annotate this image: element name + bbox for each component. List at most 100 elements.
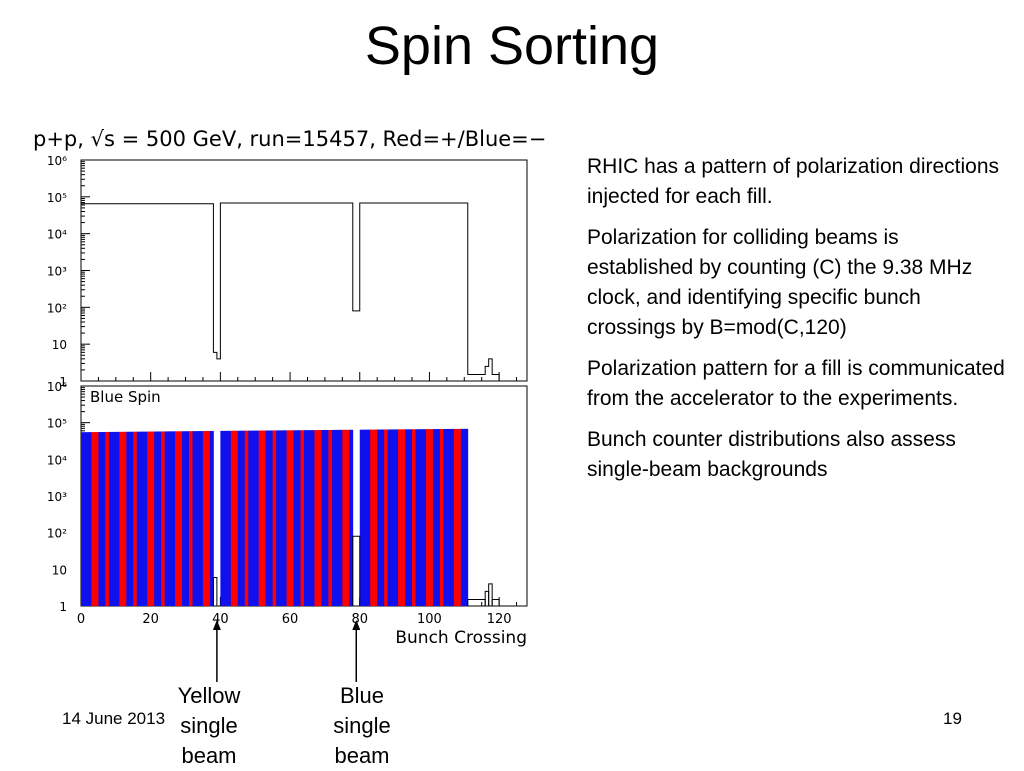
plot-header: p+p, √s = 500 GeV, run=15457, Red=+/Blue… bbox=[33, 127, 547, 151]
bunch-bar bbox=[345, 429, 350, 606]
bunch-bar bbox=[307, 430, 312, 606]
bunch-bar bbox=[387, 429, 392, 606]
gap-step bbox=[212, 576, 218, 606]
bunch-bar bbox=[164, 431, 169, 606]
y-tick-label: 10⁴ bbox=[47, 453, 67, 467]
blue-arrow bbox=[352, 620, 361, 682]
bullet-item: Polarization pattern for a fill is commu… bbox=[587, 357, 1005, 410]
arrow-head bbox=[352, 620, 361, 630]
x-tick-label: 0 bbox=[77, 612, 85, 627]
y-tick-label: 10 bbox=[52, 338, 67, 352]
bunch-bar bbox=[94, 432, 99, 606]
bunch-bar bbox=[206, 431, 211, 606]
bunch-bar bbox=[227, 430, 232, 606]
bunch-bar bbox=[81, 432, 85, 606]
bunch-bar bbox=[349, 429, 354, 606]
bunch-bar bbox=[432, 429, 437, 606]
histogram-line bbox=[80, 202, 500, 381]
bunch-bar bbox=[101, 431, 106, 606]
bunch-bar bbox=[317, 430, 322, 606]
bunch-bar bbox=[199, 431, 204, 606]
bullet-list: RHIC has a pattern of polarization direc… bbox=[587, 152, 1007, 496]
bunch-bar bbox=[119, 431, 124, 606]
bunch-bar bbox=[112, 431, 117, 606]
bunch-bar bbox=[405, 429, 409, 606]
bunch-bar bbox=[460, 428, 465, 606]
bunch-bar bbox=[398, 429, 402, 606]
bunch-bar bbox=[415, 429, 420, 606]
bunch-bar bbox=[241, 430, 246, 606]
bunch-bar bbox=[234, 430, 239, 606]
bunch-bar bbox=[401, 429, 406, 606]
bunch-bar bbox=[143, 431, 148, 606]
gap-step bbox=[352, 535, 361, 606]
bunch-bar bbox=[269, 430, 274, 606]
bunch-bar bbox=[366, 429, 371, 606]
bunch-bar bbox=[328, 429, 333, 606]
bunch-bar bbox=[412, 429, 416, 606]
bunch-bar bbox=[255, 430, 260, 606]
total-counts-panel: 1 10 10² 10³ 10⁴ 10⁵ 10⁶ bbox=[47, 154, 528, 389]
bunch-bar bbox=[380, 429, 385, 606]
gap-step bbox=[484, 590, 490, 606]
x-tick-label: 120 bbox=[487, 612, 512, 627]
bunch-bar bbox=[223, 430, 228, 606]
bunch-bar bbox=[314, 430, 319, 606]
bunch-bar bbox=[147, 431, 152, 606]
bunch-bar bbox=[321, 430, 326, 606]
bunch-bar bbox=[363, 429, 368, 606]
y-tick-label: 10 bbox=[52, 563, 67, 577]
bunch-bar bbox=[220, 430, 225, 606]
bunch-bar bbox=[279, 430, 284, 606]
y-tick-label: 10⁶ bbox=[47, 154, 67, 168]
bunch-bar bbox=[342, 429, 347, 606]
bunch-bar bbox=[443, 429, 448, 606]
bunch-bar bbox=[126, 431, 131, 606]
bunch-bar bbox=[290, 430, 294, 606]
bunch-bar bbox=[154, 431, 159, 606]
bunch-bar bbox=[115, 431, 120, 606]
bunch-bar bbox=[98, 432, 103, 606]
bunch-bar bbox=[439, 429, 444, 606]
bunch-bar bbox=[324, 429, 329, 606]
bunch-bar bbox=[304, 430, 308, 606]
bunch-bar bbox=[464, 428, 469, 606]
bunch-bar bbox=[359, 429, 364, 606]
bunch-bar bbox=[136, 431, 141, 606]
y-tick-label: 1 bbox=[59, 375, 67, 389]
bunch-bar bbox=[237, 430, 242, 606]
bunch-bar bbox=[168, 431, 172, 606]
x-tick-label: 80 bbox=[351, 612, 368, 627]
bunch-bar bbox=[244, 430, 249, 606]
bunch-bar bbox=[331, 429, 336, 606]
blue-spin-panel: 1 10 10² 10³ 10⁴ 10⁵ 10⁶ 0 20 40 60 80 100 120 Blue Sp… bbox=[47, 380, 528, 648]
bunch-bar bbox=[161, 431, 166, 606]
x-tick-label: 100 bbox=[417, 612, 442, 627]
y-tick-label: 10³ bbox=[47, 265, 67, 279]
plot-frame bbox=[80, 159, 528, 382]
bunch-bar bbox=[450, 428, 455, 606]
bunch-bar bbox=[453, 428, 458, 606]
bunch-bar bbox=[335, 429, 340, 606]
bunch-bar bbox=[108, 431, 113, 606]
y-tick-label: 10² bbox=[47, 527, 67, 541]
bunch-bar bbox=[192, 431, 197, 606]
x-tick-label: 60 bbox=[282, 612, 299, 627]
arrow-head bbox=[212, 620, 221, 630]
bunch-bar bbox=[140, 431, 145, 606]
x-tick-label: 40 bbox=[212, 612, 229, 627]
bunch-bar bbox=[105, 431, 110, 606]
bullet-item: Bunch counter distributions also assess … bbox=[587, 428, 956, 481]
bunch-bar bbox=[373, 429, 378, 606]
bunch-bar bbox=[251, 430, 256, 606]
bunch-bar bbox=[248, 430, 253, 606]
x-tick-label: 20 bbox=[142, 612, 159, 627]
bunch-bar bbox=[418, 429, 423, 606]
bunch-bar bbox=[129, 431, 134, 606]
bunch-bar bbox=[150, 431, 155, 606]
bunch-bar bbox=[87, 432, 92, 606]
bunch-bar bbox=[408, 429, 413, 606]
bunch-bar bbox=[429, 429, 434, 606]
y-tick-label: 10⁵ bbox=[47, 417, 67, 431]
